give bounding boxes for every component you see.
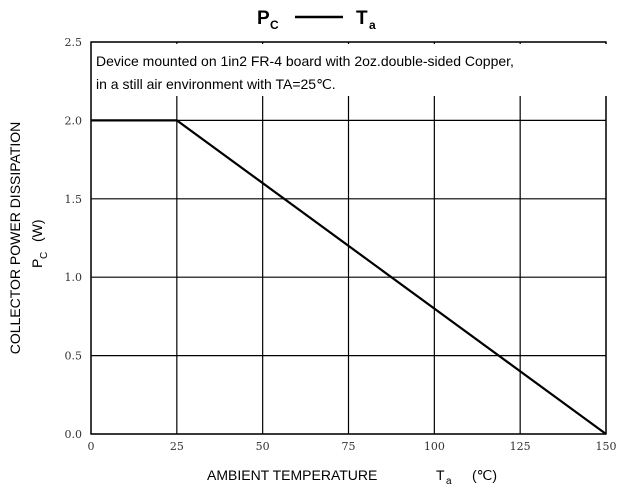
y-axis-label-line-1: COLLECTOR POWER DISSIPATION <box>7 122 23 355</box>
x-tick-label: 150 <box>596 440 617 453</box>
y-tick-label: 0.0 <box>65 428 83 441</box>
x-tick-label: 0 <box>88 440 95 453</box>
y-axis-unit: (W) <box>29 219 45 242</box>
y-axis-label: COLLECTOR POWER DISSIPATION <box>7 122 23 355</box>
x-tick-label: 75 <box>342 440 356 453</box>
y-tick-label: 0.5 <box>65 350 83 363</box>
title-ta-subscript: a <box>369 18 376 32</box>
y-axis-label-symbol: P C (W) <box>29 219 50 268</box>
x-tick-label: 125 <box>510 440 531 453</box>
y-tick-label: 1.5 <box>65 193 83 206</box>
plot-frame <box>90 41 607 435</box>
x-axis-label: AMBIENT TEMPERATURE T a (℃) <box>207 467 497 484</box>
y-tick-label: 2.0 <box>65 114 83 127</box>
y-axis-symbol-p: P <box>29 259 45 268</box>
x-tick-labels: 0 25 50 75 100 125 150 <box>88 440 617 453</box>
title-pc: P <box>257 8 270 29</box>
title-pc-subscript: C <box>270 18 279 32</box>
x-axis-unit: (℃) <box>472 467 497 483</box>
y-tick-label: 2.5 <box>65 36 83 49</box>
x-axis-symbol-t: T <box>436 467 445 483</box>
annotation-line-2: in a still air environment with TA=25℃. <box>96 76 336 92</box>
x-tick-label: 25 <box>170 440 184 453</box>
x-tick-label: 50 <box>256 440 270 453</box>
series-layer <box>91 119 607 435</box>
series-line-pc <box>91 119 607 435</box>
x-tick-label: 100 <box>424 440 445 453</box>
y-tick-labels: 0.0 0.5 1.0 1.5 2.0 2.5 <box>65 36 83 441</box>
x-axis-symbol-subscript: a <box>446 476 452 484</box>
x-axis-label-text: AMBIENT TEMPERATURE <box>207 467 377 483</box>
annotation-background <box>93 44 611 96</box>
annotation-line-1: Device mounted on 1in2 FR-4 board with 2… <box>96 53 514 69</box>
grid-lines <box>90 41 607 435</box>
title-ta: T <box>356 8 368 29</box>
y-axis-symbol-subscript: C <box>39 252 50 259</box>
y-tick-label: 1.0 <box>65 271 83 284</box>
chart-title: P C T a <box>257 8 376 32</box>
